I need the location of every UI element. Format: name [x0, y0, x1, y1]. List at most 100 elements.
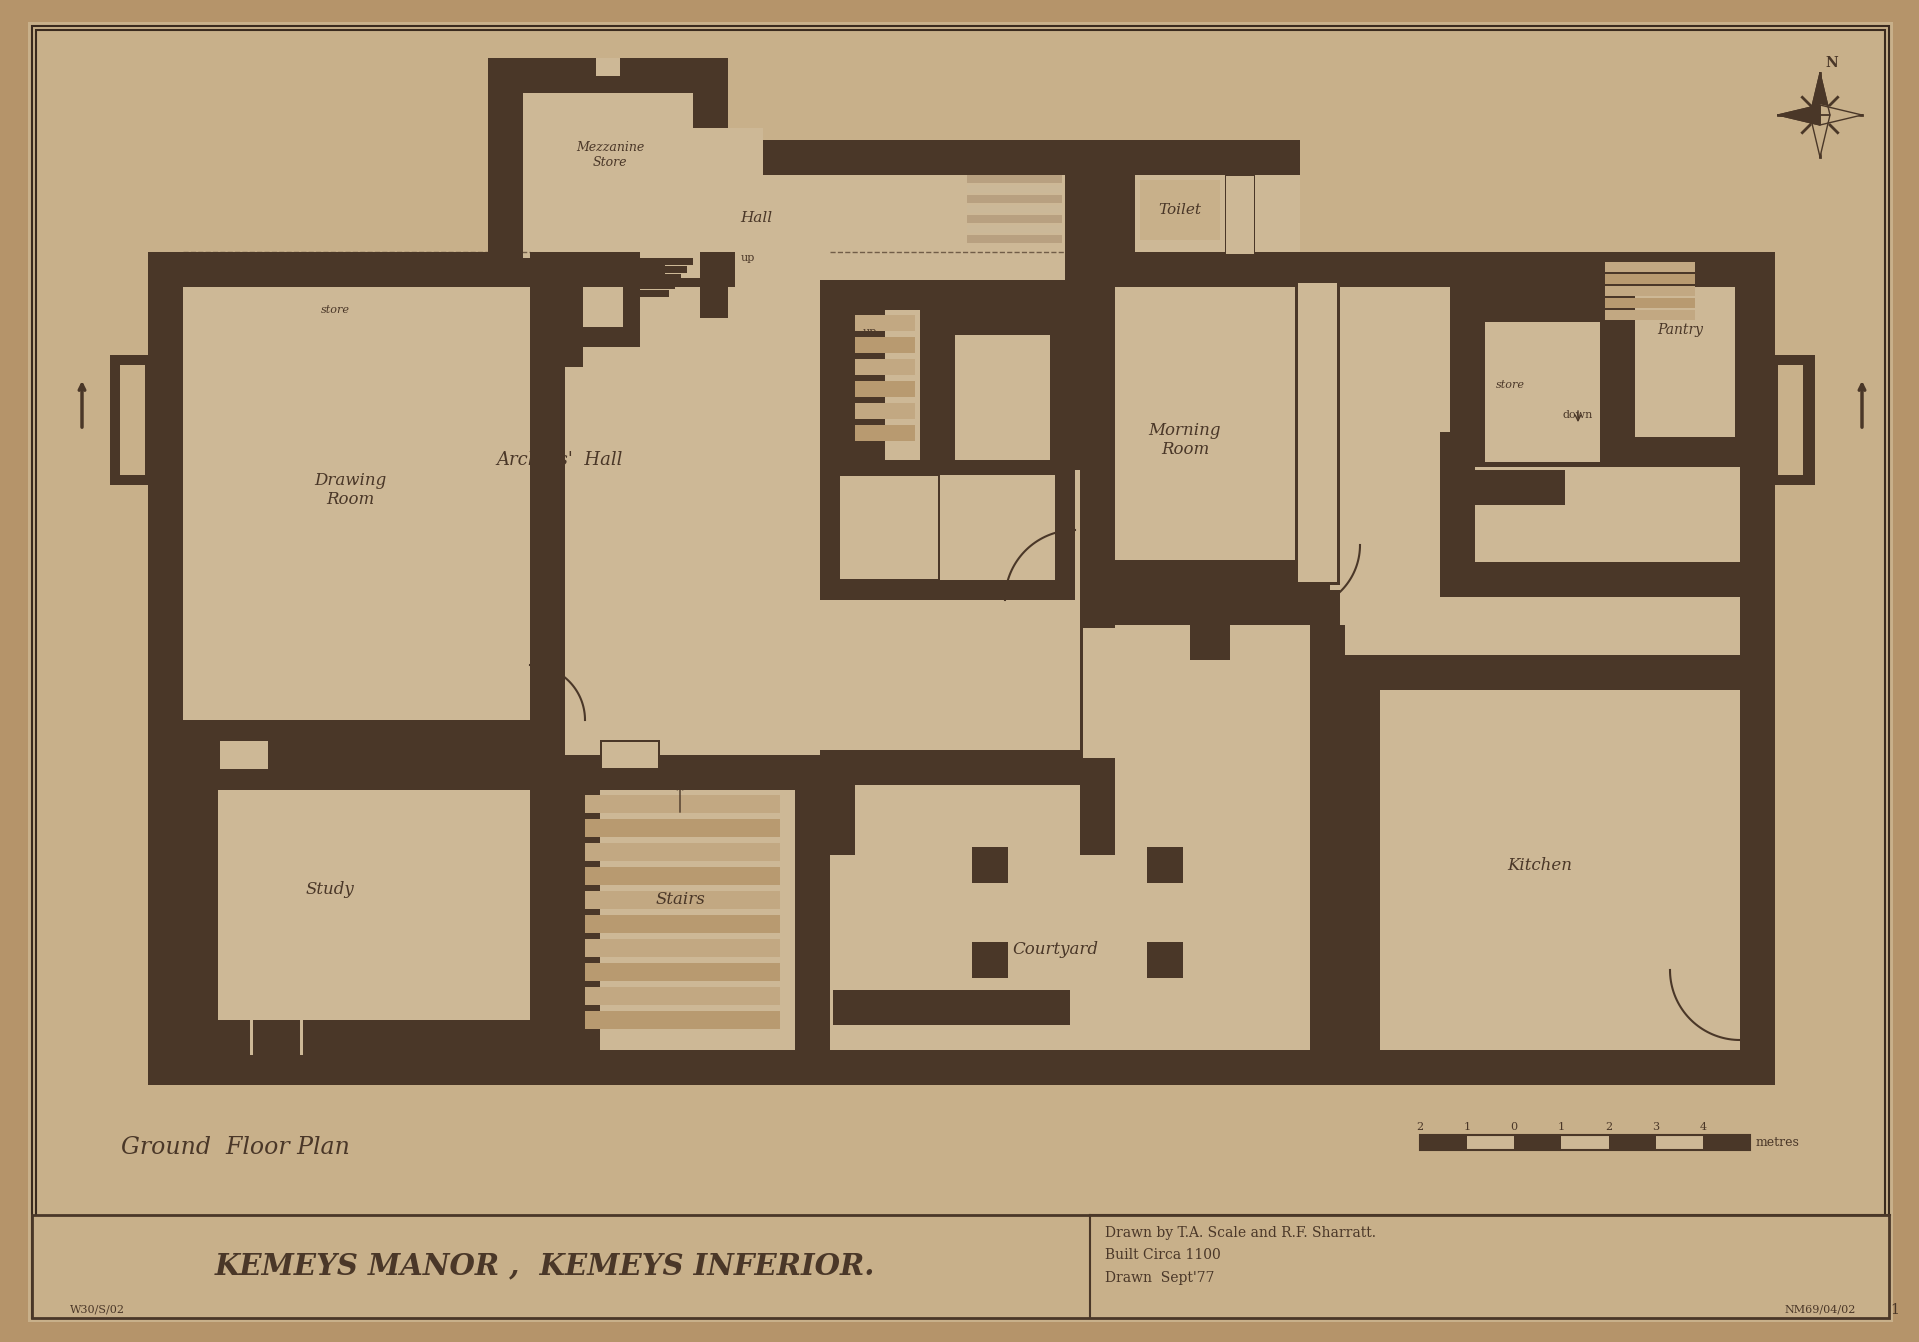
Bar	[819, 280, 1075, 336]
Bar	[1082, 628, 1309, 758]
Text: Hall: Hall	[741, 211, 771, 225]
Bar	[819, 460, 1075, 600]
Bar	[700, 107, 727, 318]
Bar	[819, 756, 856, 855]
Bar	[973, 847, 1007, 883]
Bar	[1420, 1135, 1468, 1150]
Bar	[1604, 298, 1694, 309]
Bar	[967, 225, 1061, 234]
Bar	[841, 476, 938, 578]
Bar	[841, 475, 1055, 580]
Bar	[1604, 286, 1694, 297]
Bar	[1297, 283, 1338, 582]
Bar	[1439, 432, 1741, 467]
Bar	[530, 266, 687, 272]
Bar	[967, 195, 1061, 203]
Bar	[1702, 1135, 1750, 1150]
Bar	[549, 252, 583, 357]
Bar	[967, 215, 1061, 223]
Bar	[856, 315, 915, 331]
Bar	[585, 1011, 779, 1029]
Text: KEMEYS MANOR ,  KEMEYS INFERIOR.: KEMEYS MANOR , KEMEYS INFERIOR.	[215, 1252, 875, 1280]
Bar	[1134, 252, 1299, 287]
Bar	[182, 721, 564, 756]
Bar	[585, 939, 779, 957]
Bar	[1080, 756, 1115, 855]
Text: Mezzanine
Store: Mezzanine Store	[576, 141, 645, 169]
Text: 4: 4	[1700, 1122, 1706, 1133]
Bar	[182, 760, 219, 1049]
Bar	[1134, 174, 1299, 290]
Bar	[1439, 432, 1476, 562]
Polygon shape	[1779, 105, 1819, 125]
Bar	[148, 252, 1775, 1084]
Bar	[700, 140, 1100, 255]
Text: up: up	[864, 327, 877, 337]
Bar	[585, 915, 779, 933]
Bar	[1295, 280, 1339, 585]
Bar	[1148, 847, 1182, 883]
Bar	[700, 140, 735, 255]
Bar	[850, 310, 885, 460]
Polygon shape	[1810, 72, 1831, 115]
Bar	[1604, 310, 1694, 319]
Text: up: up	[674, 768, 687, 778]
Bar	[530, 252, 564, 735]
Bar	[603, 742, 658, 768]
Text: Archers'  Hall: Archers' Hall	[497, 451, 624, 468]
Bar	[819, 750, 1100, 785]
Text: Drawing
Room: Drawing Room	[315, 471, 386, 509]
Text: N: N	[1825, 56, 1838, 70]
Bar	[182, 1020, 564, 1055]
Bar	[1345, 660, 1380, 1049]
Text: Kitchen: Kitchen	[1508, 856, 1572, 874]
Bar	[1226, 176, 1253, 254]
Bar	[547, 290, 670, 297]
Bar	[33, 1215, 1888, 1318]
Text: store: store	[1495, 380, 1524, 391]
Bar	[549, 287, 624, 327]
Text: W30/S/02: W30/S/02	[69, 1304, 125, 1315]
Polygon shape	[1819, 105, 1861, 125]
Bar	[1741, 252, 1775, 1084]
Bar	[535, 252, 570, 352]
Text: up: up	[1073, 353, 1088, 362]
Bar	[1224, 174, 1255, 255]
Bar	[1311, 756, 1345, 1055]
Bar	[856, 360, 915, 374]
Bar	[524, 93, 693, 258]
Text: 2: 2	[1416, 1122, 1424, 1133]
Bar	[1485, 322, 1600, 462]
Bar	[1451, 287, 1600, 467]
Bar	[549, 252, 583, 366]
Bar	[564, 1049, 800, 1084]
Text: Built Circa 1100: Built Circa 1100	[1105, 1248, 1220, 1261]
Bar	[919, 310, 956, 460]
Bar	[221, 739, 271, 770]
Bar	[967, 205, 1061, 213]
Bar	[1514, 1135, 1562, 1150]
Bar	[831, 990, 1071, 1025]
Bar	[535, 274, 681, 280]
Text: 2: 2	[1604, 1122, 1612, 1133]
Bar	[1439, 562, 1741, 597]
Text: 3: 3	[1652, 1122, 1660, 1133]
Bar	[530, 252, 641, 327]
Bar	[487, 58, 727, 258]
Bar	[109, 356, 152, 484]
Bar	[794, 756, 831, 1055]
Bar	[831, 988, 833, 1025]
Bar	[585, 867, 779, 884]
Bar	[1080, 625, 1115, 760]
Bar	[541, 282, 675, 289]
Bar	[856, 337, 915, 353]
Bar	[585, 891, 779, 909]
Text: metres: metres	[1756, 1135, 1800, 1149]
Bar	[564, 756, 800, 790]
Bar	[221, 741, 269, 769]
Bar	[1140, 180, 1220, 240]
Bar	[564, 756, 601, 1055]
Bar	[1779, 365, 1804, 475]
Bar	[967, 174, 1061, 183]
Bar	[1608, 1135, 1656, 1150]
